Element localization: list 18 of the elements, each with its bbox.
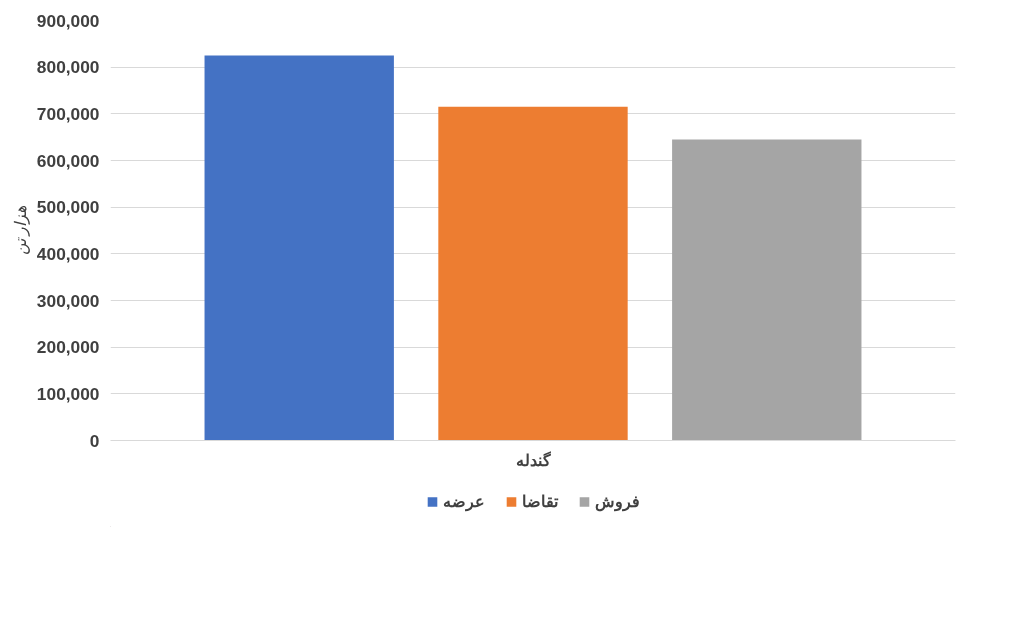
y-axis-title: هزار تن <box>11 204 30 256</box>
y-tick-label: 0 <box>89 430 100 451</box>
bar <box>438 106 628 441</box>
y-tick-label: 700,000 <box>36 103 100 124</box>
y-tick-label: 100,000 <box>36 383 100 404</box>
y-tick-label: 500,000 <box>36 197 100 218</box>
y-tick-label: 800,000 <box>36 57 100 78</box>
y-tick-label: 200,000 <box>36 337 100 358</box>
y-tick-label: 900,000 <box>36 10 100 31</box>
legend-label: فروش <box>594 491 640 511</box>
bar <box>672 139 862 441</box>
bar <box>204 55 394 441</box>
legend-label: عرضه <box>442 491 485 511</box>
legend-label: تقاضا <box>521 491 558 511</box>
x-tick-label: گندله <box>515 450 551 469</box>
y-tick-label: 300,000 <box>36 290 100 311</box>
y-tick-label: 400,000 <box>36 243 100 264</box>
y-tick-label: 600,000 <box>36 150 100 171</box>
